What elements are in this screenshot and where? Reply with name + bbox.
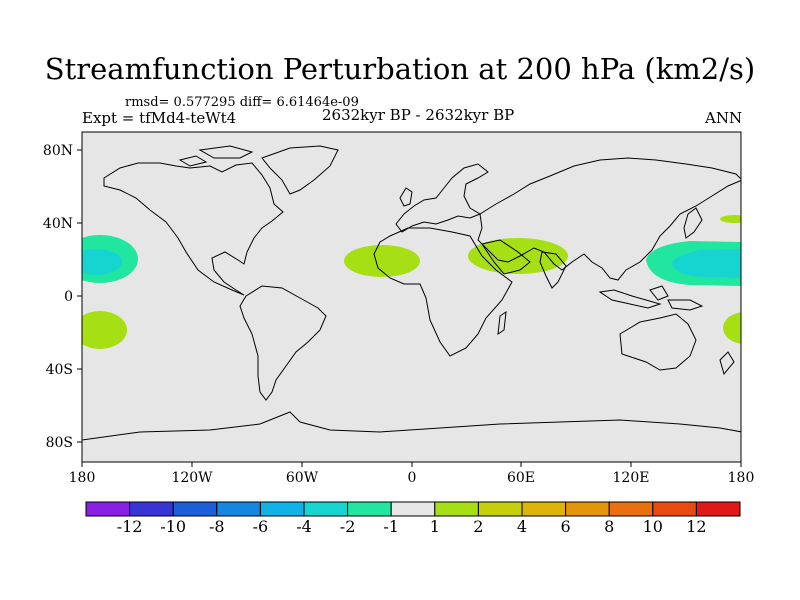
colorbar-label: -4 [296, 517, 312, 536]
coast-antarctica [82, 411, 741, 441]
rmsd-stats: rmsd= 0.577295 diff= 6.61464e-09 [125, 95, 359, 110]
anomaly-arabia-india [468, 238, 568, 274]
coast-asia [477, 157, 741, 281]
colorbar-label: -10 [160, 517, 186, 536]
lon-tick-label: 120E [613, 470, 650, 486]
axis-ticks [77, 149, 742, 467]
colorbar-label: 2 [473, 517, 483, 536]
colorbar-swatch [303, 501, 349, 517]
colorbar-label: -1 [383, 517, 399, 536]
anomaly-east-pacific-south [82, 311, 127, 349]
season-label: ANN [705, 109, 743, 127]
coast-madagascar [497, 310, 507, 336]
colorbar-swatch [695, 501, 741, 517]
colorbar-label: -2 [340, 517, 356, 536]
colorbar-swatch [85, 501, 131, 517]
anomaly-west-africa [344, 245, 420, 277]
coast-north-america [103, 162, 284, 296]
coast-arabia [481, 239, 531, 275]
coast-australia [619, 313, 697, 371]
colorbar-swatch [259, 501, 305, 517]
lon-tick-label: 180 [728, 470, 755, 486]
colorbar-swatch [216, 501, 261, 517]
colorbar-swatch [608, 501, 654, 517]
lat-tick-label: 80S [46, 435, 73, 451]
anomaly-fields [82, 215, 741, 349]
period-label: 2632kyr BP - 2632kyr BP [322, 106, 515, 124]
lon-tick-label: 60W [286, 470, 319, 486]
colorbar-label: -8 [209, 517, 225, 536]
colorbar-swatch [347, 501, 392, 517]
colorbar-swatch [129, 501, 174, 517]
colorbar-swatch [434, 501, 479, 517]
coast-africa [373, 227, 513, 357]
colorbar-label: -12 [117, 517, 143, 536]
colorbar-label: 1 [430, 517, 440, 536]
lat-tick-label: 80N [43, 143, 73, 159]
colorbar-label: 6 [561, 517, 571, 536]
colorbar-label: 8 [604, 517, 614, 536]
colorbar-swatch [477, 501, 523, 517]
lon-tick-label: 0 [408, 470, 417, 486]
lon-tick-label: 180 [69, 470, 96, 486]
colorbar-label: 12 [686, 517, 706, 536]
coast-indonesia [598, 285, 704, 311]
map-background [82, 132, 741, 462]
coast-japan [683, 207, 703, 239]
lon-tick-label: 120W [171, 470, 213, 486]
lat-tick-label: 0 [64, 289, 73, 305]
anomaly-north-pacific [720, 215, 741, 223]
colorbar-swatch [390, 501, 436, 517]
coast-uk [399, 187, 413, 207]
colorbar-swatch [172, 501, 218, 517]
lat-tick-label: 40N [43, 216, 73, 232]
experiment-label: Expt = tfMd4-teWt4 [82, 109, 237, 127]
anomaly-east-pacific-north-inner [82, 249, 122, 275]
colorbar-swatch [652, 501, 697, 517]
colorbar-swatch [521, 501, 567, 517]
colorbar-labels: -12 -10 -8 -6 -4 -2 -1 1 2 4 6 8 10 12 [117, 517, 707, 536]
colorbar [85, 501, 741, 517]
coast-arctic-islands [178, 145, 254, 167]
lon-tick-labels: 180 120W 60W 0 60E 120E 180 [69, 470, 755, 486]
colorbar-label: 4 [517, 517, 527, 536]
colorbar-label: 10 [643, 517, 663, 536]
coastlines [82, 145, 741, 441]
coast-greenland [261, 145, 339, 195]
coast-new-zealand [719, 351, 735, 376]
coast-south-america [239, 285, 327, 401]
coast-europe [395, 163, 489, 233]
colorbar-label: -6 [253, 517, 269, 536]
coast-india [539, 251, 567, 289]
colorbar-swatch [565, 501, 610, 517]
lat-tick-label: 40S [46, 362, 73, 378]
chart-title: Streamfunction Perturbation at 200 hPa (… [44, 52, 756, 86]
anomaly-southwest-pacific [723, 312, 741, 344]
anomaly-west-pacific-inner [672, 249, 741, 278]
lon-tick-label: 60E [507, 470, 535, 486]
lat-tick-labels: 80N 40N 0 40S 80S [43, 143, 73, 451]
